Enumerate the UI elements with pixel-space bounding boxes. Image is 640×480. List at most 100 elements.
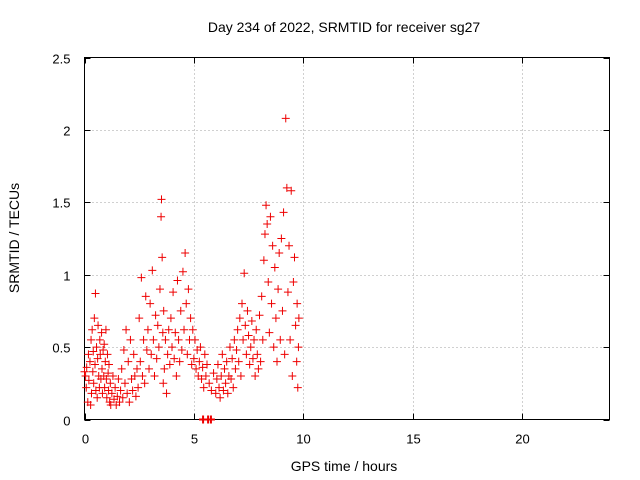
- data-point: [207, 386, 216, 395]
- data-point: [192, 364, 201, 373]
- data-point: [268, 241, 277, 250]
- data-point: [256, 357, 265, 366]
- data-point: [98, 389, 107, 398]
- data-point: [209, 369, 218, 378]
- data-point: [283, 288, 292, 297]
- data-point: [271, 314, 280, 323]
- data-point: [88, 325, 97, 334]
- data-point: [108, 372, 117, 381]
- data-point: [250, 335, 259, 344]
- data-point: [122, 325, 131, 334]
- data-point: [260, 230, 269, 239]
- data-point: [128, 386, 137, 395]
- axis-ticks: [84, 57, 610, 421]
- data-point: [217, 372, 226, 381]
- data-point: [143, 325, 152, 334]
- data-point: [241, 321, 250, 330]
- data-point: [126, 335, 135, 344]
- data-point: [171, 328, 180, 337]
- data-point: [196, 343, 205, 352]
- data-point: [189, 354, 198, 363]
- data-point: [213, 360, 222, 369]
- data-point: [164, 325, 173, 334]
- y-tick-label: 2: [63, 124, 70, 139]
- data-point: [87, 335, 96, 344]
- data-point: [254, 364, 263, 373]
- data-point: [255, 311, 264, 320]
- data-point: [89, 347, 98, 356]
- data-point: [133, 364, 141, 373]
- data-point: [238, 299, 246, 308]
- tick-labels: 0 5 10 15 20 0 0.5 1 1.5 2 2.5: [52, 52, 529, 447]
- data-point: [269, 343, 278, 352]
- data-point: [120, 379, 129, 388]
- data-point: [251, 372, 260, 381]
- data-point: [244, 331, 253, 340]
- data-point: [290, 253, 299, 262]
- data-point: [240, 269, 249, 278]
- data-point: [136, 357, 145, 366]
- data-point: [293, 299, 302, 308]
- data-point: [115, 398, 124, 407]
- data-point: [148, 266, 157, 275]
- data-point: [150, 372, 159, 381]
- data-point: [87, 389, 96, 398]
- data-point: [212, 374, 221, 383]
- data-point: [274, 285, 283, 294]
- data-point: [216, 393, 225, 402]
- data-point: [273, 357, 281, 366]
- data-point: [262, 201, 271, 210]
- data-point: [227, 374, 236, 383]
- data-point: [154, 343, 163, 352]
- y-tick-label: 1.5: [52, 196, 70, 211]
- data-point: [264, 277, 273, 286]
- data-point: [165, 360, 174, 369]
- data-point: [101, 325, 110, 334]
- data-point: [105, 360, 113, 369]
- data-point: [270, 263, 279, 272]
- data-points: [80, 114, 303, 424]
- data-point: [285, 241, 294, 250]
- data-point: [134, 383, 143, 392]
- data-point: [220, 364, 229, 373]
- data-point: [93, 393, 102, 402]
- data-point: [203, 360, 211, 369]
- data-point: [278, 306, 287, 315]
- data-point: [218, 350, 227, 359]
- data-point: [149, 335, 158, 344]
- data-point: [259, 256, 268, 265]
- data-point: [234, 357, 243, 366]
- data-point: [97, 328, 106, 337]
- data-point: [158, 328, 167, 337]
- data-point: [117, 364, 126, 373]
- data-point: [130, 372, 139, 381]
- data-point: [92, 343, 101, 352]
- data-point: [205, 379, 214, 388]
- data-point: [100, 340, 109, 349]
- data-point: [157, 212, 166, 221]
- data-point: [265, 328, 274, 337]
- data-point: [289, 277, 298, 286]
- data-point: [223, 389, 232, 398]
- data-point: [158, 253, 167, 262]
- data-point: [84, 350, 93, 359]
- data-point: [159, 306, 168, 315]
- data-point: [280, 350, 289, 359]
- data-point: [91, 289, 100, 298]
- data-point: [152, 354, 161, 363]
- data-point: [248, 354, 257, 363]
- data-point: [119, 345, 128, 354]
- data-point: [197, 374, 206, 383]
- data-point: [275, 248, 284, 257]
- data-point: [230, 335, 239, 344]
- data-point: [157, 195, 166, 204]
- x-tick-label: 10: [296, 432, 310, 447]
- data-point: [174, 335, 183, 344]
- data-point: [95, 335, 104, 344]
- data-point: [277, 234, 286, 243]
- data-point: [246, 343, 255, 352]
- data-point: [286, 335, 295, 344]
- data-point: [294, 314, 303, 323]
- data-point: [294, 343, 303, 352]
- data-point: [84, 376, 93, 385]
